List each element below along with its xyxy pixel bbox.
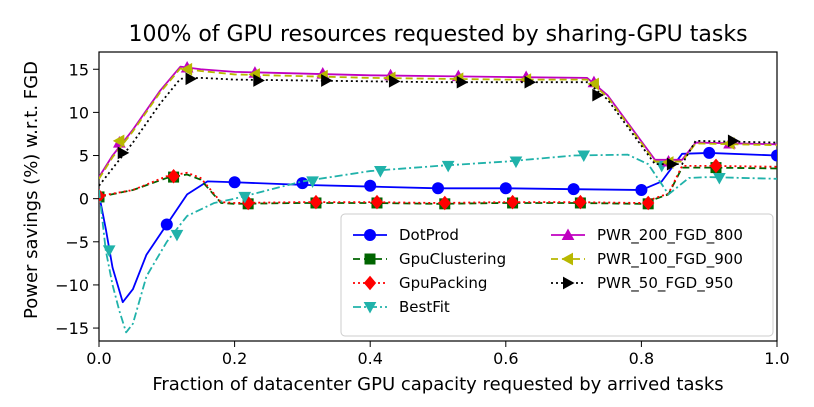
legend-box	[340, 213, 774, 337]
data-point	[642, 195, 655, 211]
data-point	[666, 157, 679, 171]
y-tick-label: 10	[69, 103, 89, 122]
series-line	[99, 153, 777, 334]
y-tick-label: 0	[79, 190, 89, 209]
data-point	[438, 195, 451, 211]
legend-label: DotProd	[399, 226, 459, 244]
data-point	[321, 74, 333, 87]
data-point	[228, 176, 241, 189]
data-point	[309, 194, 323, 210]
data-point	[771, 149, 777, 162]
data-point	[432, 182, 444, 195]
legend-label: PWR_50_FGD_950	[597, 274, 733, 293]
data-point	[102, 245, 116, 257]
data-point	[727, 134, 740, 148]
data-point	[306, 176, 319, 188]
legend-marker	[363, 275, 377, 291]
y-axis-label: Power savings (%) w.r.t. FGD	[21, 61, 42, 319]
legend-marker	[364, 229, 376, 241]
legend-entry: PWR_50_FGD_950	[551, 274, 733, 293]
legend-label: PWR_100_FGD_900	[597, 250, 743, 269]
legend: DotProd GpuClustering GpuPacking BestFit PWR…	[340, 213, 774, 337]
legend-label: BestFit	[399, 298, 450, 316]
plot-area: 0.0 0.2 0.4 0.6 0.8 1.0 −15 −10 −5 0 5 10 15	[55, 51, 790, 368]
y-tick-label: −15	[55, 319, 89, 338]
x-axis-label: Fraction of datacenter GPU capacity requ…	[152, 374, 723, 395]
series-line	[99, 76, 777, 187]
data-point	[499, 182, 512, 195]
legend-entry: GpuPacking	[353, 274, 487, 292]
series-dotprod	[99, 146, 777, 304]
y-tick-label: −5	[65, 233, 89, 252]
legend-marker	[561, 252, 573, 266]
y-tick-label: 5	[79, 147, 89, 166]
series-line	[99, 164, 777, 204]
data-point	[117, 146, 130, 160]
data-point	[574, 194, 587, 210]
data-point	[709, 158, 723, 174]
x-tick-label: 0.6	[493, 349, 518, 368]
legend-entry: PWR_200_FGD_800	[551, 226, 743, 245]
x-tick-label: 1.0	[764, 349, 789, 368]
data-point	[524, 75, 537, 89]
data-point	[388, 74, 401, 88]
legend-label: GpuClustering	[399, 250, 506, 268]
x-tick-label: 0.4	[357, 349, 382, 368]
data-point	[185, 72, 198, 86]
data-point	[587, 77, 599, 91]
legend-marker	[363, 302, 377, 314]
data-point	[577, 150, 591, 163]
y-tick-label: 15	[69, 60, 89, 79]
data-point	[713, 172, 726, 185]
series-pwr-200-fgd-800	[99, 60, 777, 178]
data-point	[99, 188, 106, 204]
data-point	[441, 160, 455, 173]
data-point	[160, 218, 173, 231]
data-point	[167, 168, 180, 184]
data-point	[112, 134, 125, 148]
data-point	[635, 184, 648, 197]
legend-entry: DotProd	[353, 226, 459, 244]
legend-marker	[364, 253, 376, 265]
legend-entry: PWR_100_FGD_900	[551, 250, 743, 269]
data-point	[506, 194, 519, 210]
legend-marker	[561, 228, 575, 240]
chart-title: 100% of GPU resources requested by shari…	[128, 22, 747, 47]
legend-label: PWR_200_FGD_800	[597, 226, 743, 245]
series-pwr-100-fgd-900	[99, 62, 777, 180]
legend-marker	[563, 276, 575, 290]
series-bestfit	[99, 150, 777, 334]
series-line	[99, 67, 777, 180]
data-point	[370, 194, 384, 210]
data-point	[456, 75, 469, 89]
y-tick-label: −10	[55, 276, 89, 295]
series-pwr-50-fgd-950	[99, 72, 777, 187]
data-point	[180, 62, 193, 76]
data-point	[567, 183, 580, 196]
legend-label: GpuPacking	[399, 274, 487, 292]
x-tick-label: 0.0	[86, 349, 111, 368]
data-point	[170, 229, 184, 242]
data-point	[253, 74, 265, 87]
x-tick-label: 0.8	[629, 349, 654, 368]
data-point	[592, 88, 604, 102]
legend-entry: GpuClustering	[353, 250, 506, 268]
series-line	[99, 65, 777, 178]
data-point	[364, 179, 377, 192]
x-tick-label: 0.2	[222, 349, 247, 368]
series-line	[99, 152, 777, 304]
data-point	[238, 191, 252, 204]
data-point	[703, 146, 716, 159]
data-point	[509, 156, 523, 169]
legend-entry: BestFit	[353, 298, 450, 316]
data-point	[374, 166, 387, 178]
series-layer	[99, 60, 777, 334]
